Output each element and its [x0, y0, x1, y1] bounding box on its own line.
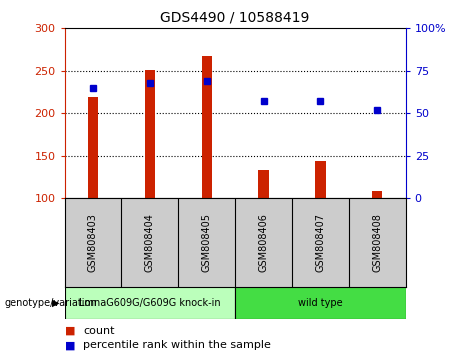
Text: ■: ■: [65, 326, 75, 336]
Bar: [145, 70, 155, 198]
Text: GSM808405: GSM808405: [201, 213, 212, 272]
Text: count: count: [83, 326, 114, 336]
Text: GSM808404: GSM808404: [145, 213, 155, 272]
Title: GDS4490 / 10588419: GDS4490 / 10588419: [160, 10, 310, 24]
Bar: [315, 161, 325, 198]
Text: percentile rank within the sample: percentile rank within the sample: [83, 340, 271, 350]
Text: GSM808407: GSM808407: [315, 213, 325, 272]
Text: ▶: ▶: [53, 298, 60, 308]
Bar: [201, 56, 212, 198]
Text: GSM808403: GSM808403: [88, 213, 98, 272]
Bar: [65, 287, 235, 319]
Text: GSM808408: GSM808408: [372, 213, 382, 272]
Bar: [88, 97, 98, 198]
Text: GSM808406: GSM808406: [259, 213, 269, 272]
Bar: [235, 287, 406, 319]
Bar: [259, 170, 269, 198]
Text: wild type: wild type: [298, 298, 343, 308]
Text: ■: ■: [65, 340, 75, 350]
Text: LmnaG609G/G609G knock-in: LmnaG609G/G609G knock-in: [79, 298, 221, 308]
Bar: [372, 190, 382, 198]
Text: genotype/variation: genotype/variation: [5, 298, 97, 308]
